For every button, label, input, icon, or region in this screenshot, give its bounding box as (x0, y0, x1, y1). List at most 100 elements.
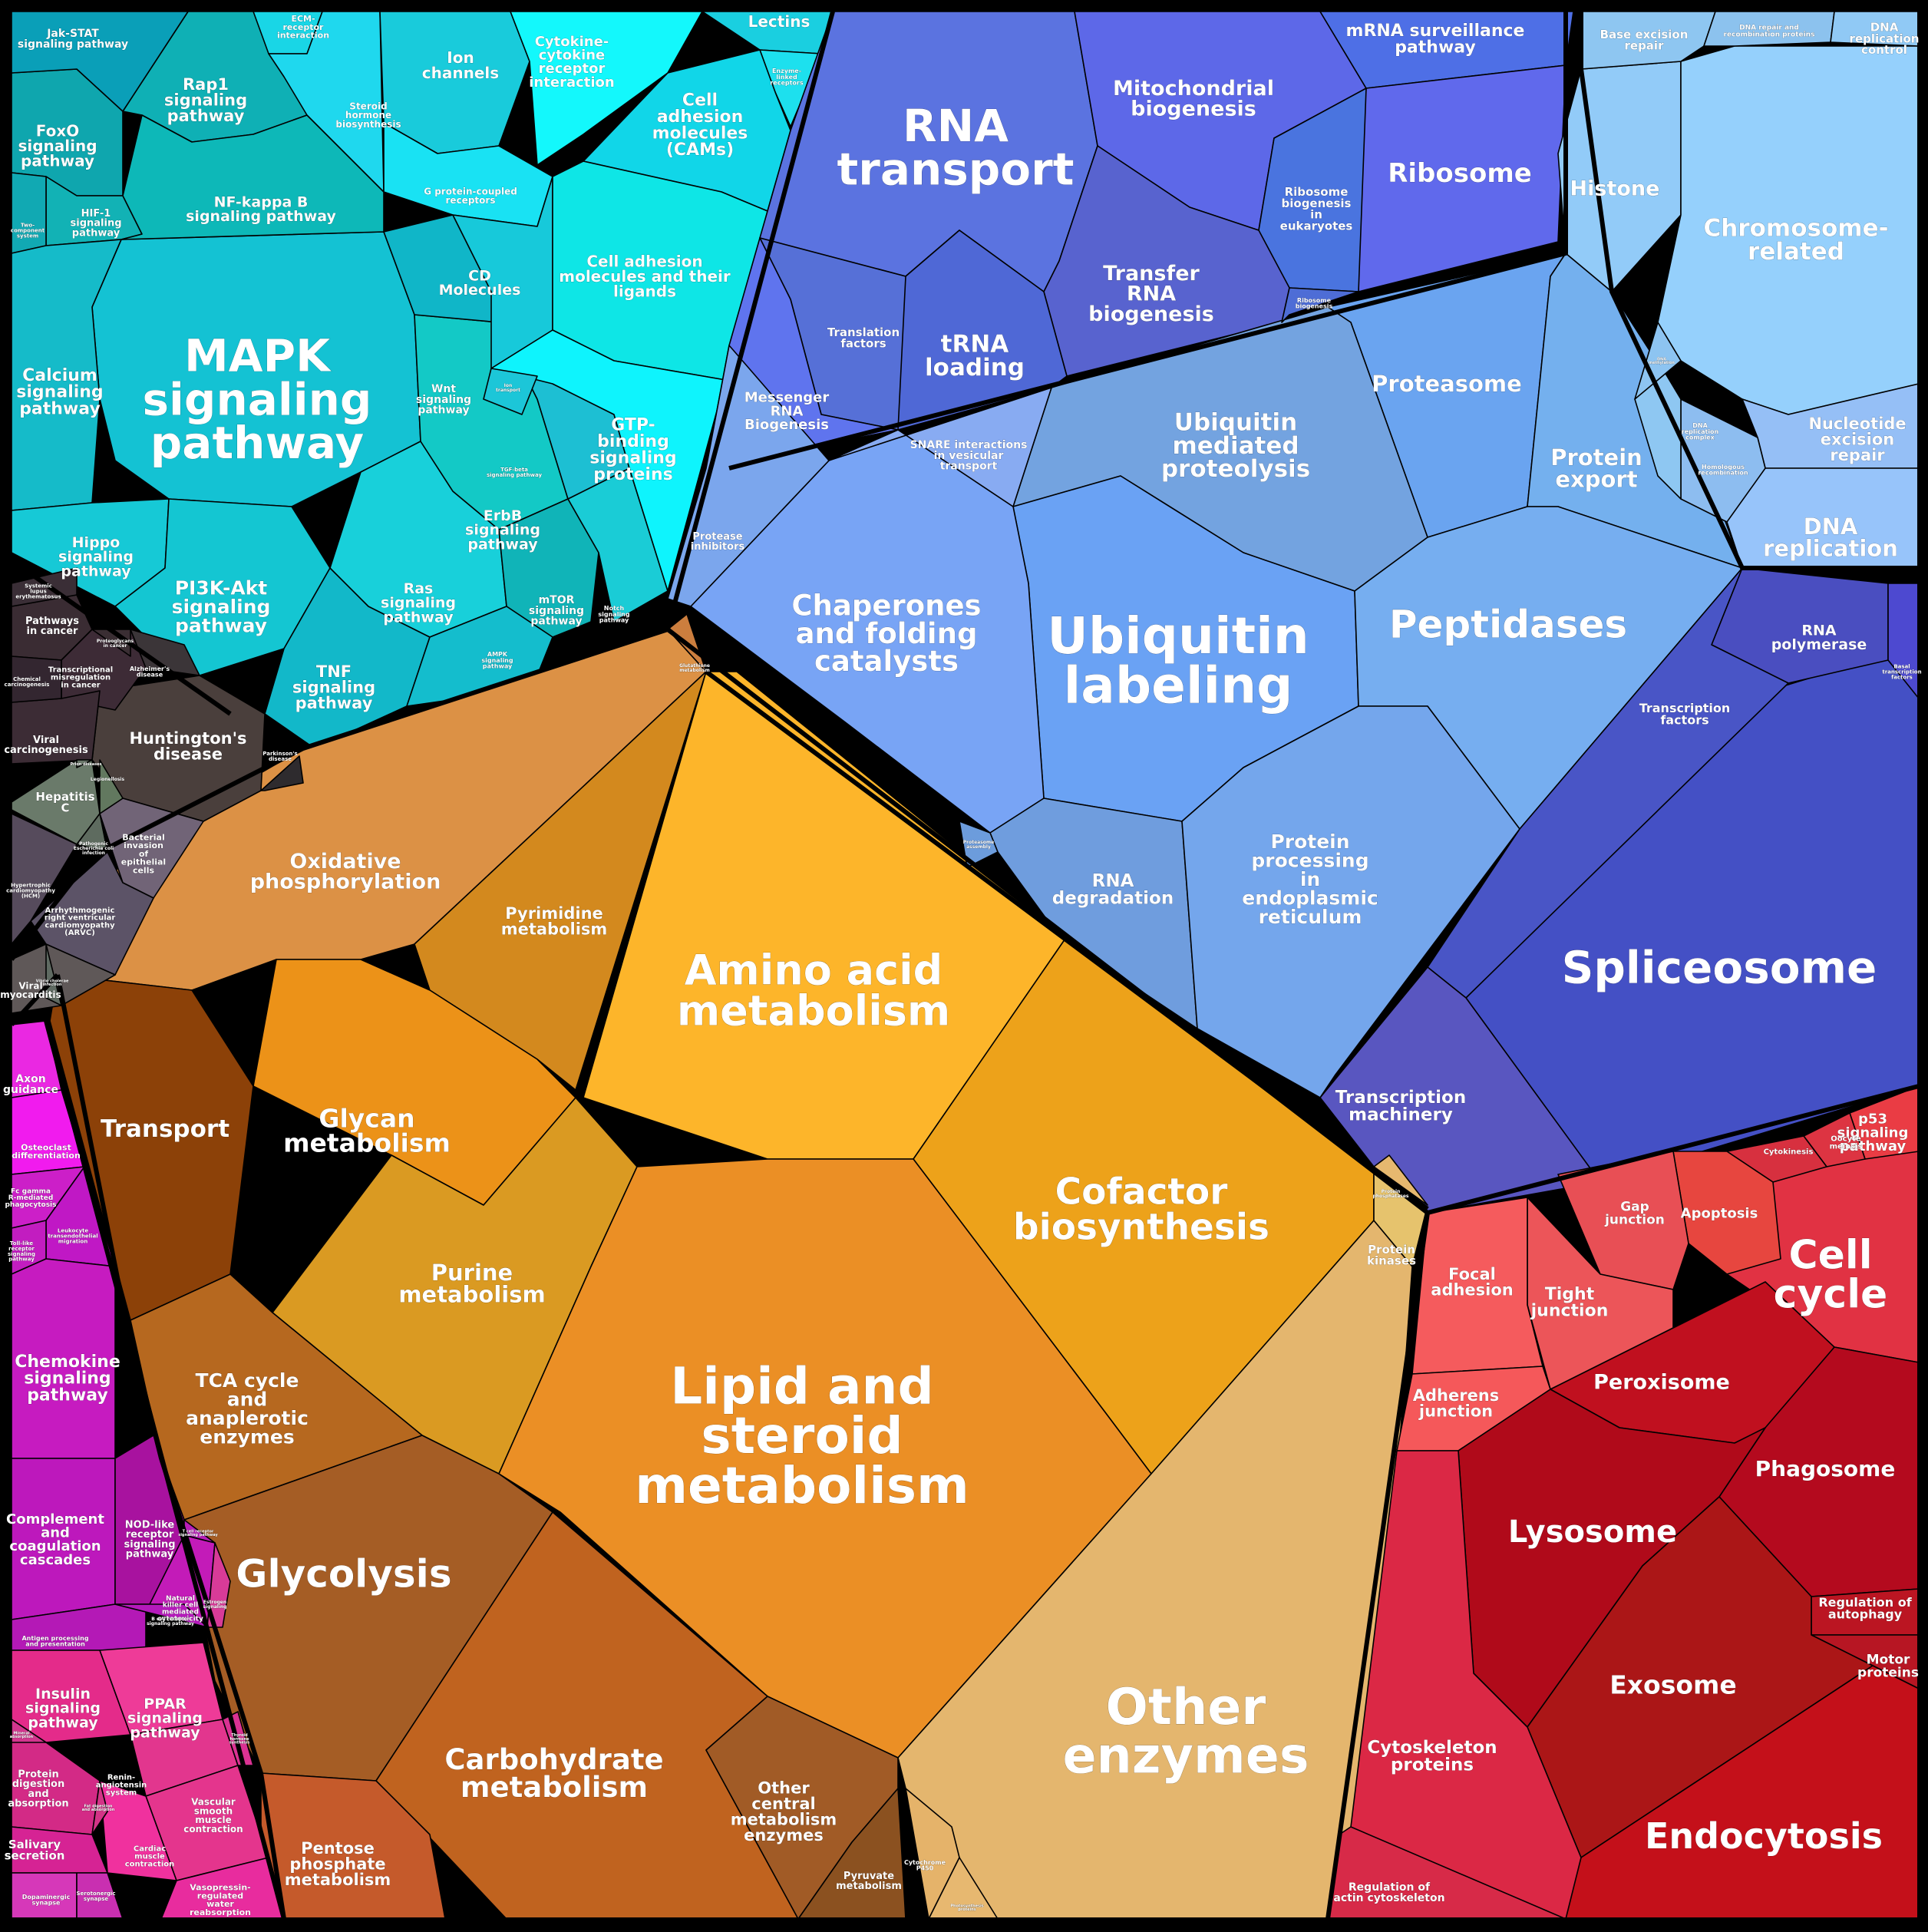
label-pentose-phosphate-metabolism: Pentose phosphate metabolism (285, 1839, 391, 1889)
label-proteasome: Proteasome (1372, 371, 1522, 397)
label-dna-replication-complex: DNA replication complex (1682, 422, 1719, 441)
label-complement-and-coagulation-cascades: Complement and coagulation cascades (6, 1511, 104, 1568)
cell-ion-transport (483, 368, 538, 415)
cell-jak-stat-signaling-pathway (11, 11, 189, 112)
label-spliceosome: Spliceosome (1562, 941, 1877, 993)
label-p53-signaling-pathway: p53 signaling pathway (1837, 1111, 1909, 1154)
cell-pyrimidine-metabolism (414, 671, 707, 1091)
label-tgf-beta-signaling-pathway: TGF-beta signaling pathway (487, 467, 543, 478)
label-vasopressin-regulated-water-reabsorption: Vasopressin-regulated water reabsorption (190, 1883, 251, 1917)
cell-alzheimer-s-disease (130, 629, 200, 676)
label-ecm-receptor-interaction: ECM-receptor interaction (277, 14, 329, 41)
label-tca-cycle-and-anaplerotic-enzymes: TCA cycle and anaplerotic enzymes (186, 1369, 309, 1448)
label-chaperones-and-folding-catalysts: Chaperones and folding catalysts (791, 590, 981, 679)
label-cofactor-biosynthesis: Cofactor biosynthesis (1013, 1171, 1269, 1248)
label-pathways-in-cancer: Pathways in cancer (25, 616, 79, 637)
label-mrna-surveillance-pathway: mRNA surveillance pathway (1346, 21, 1525, 58)
label-apoptosis: Apoptosis (1681, 1205, 1758, 1221)
group-border (1579, 12, 1919, 570)
label-hypertrophic-cardiomyopathy-hcm: Hypertrophic cardiomyopathy (HCM) (6, 883, 55, 900)
label-trna-loading: tRNA loading (925, 331, 1025, 381)
label-mapk-signaling-pathway: MAPK signaling pathway (143, 330, 372, 470)
label-lipid-and-steroid-metabolism: Lipid and steroid metabolism (635, 1356, 969, 1514)
cell-pathogenic-escherichia-coli-infection (76, 813, 108, 853)
label-peroxisome: Peroxisome (1593, 1371, 1730, 1395)
label-chromosome-related: Chromosome-related (1704, 215, 1889, 266)
label-focal-adhesion: Focal adhesion (1431, 1265, 1513, 1300)
label-glycan-metabolism: Glycan metabolism (283, 1103, 451, 1158)
group-border (10, 558, 232, 716)
label-tight-junction: Tight junction (1530, 1285, 1609, 1321)
label-calcium-signaling-pathway: Calcium signaling pathway (16, 366, 103, 418)
label-dna-methylation: DNA methylation (1649, 357, 1675, 365)
label-phagosome: Phagosome (1755, 1456, 1896, 1481)
cell-hypertrophic-cardiomyopathy-hcm (11, 813, 78, 945)
label-protein-export: Protein export (1550, 444, 1642, 493)
label-nod-like-receptor-signaling-pathway: NOD-like receptor signaling pathway (124, 1519, 176, 1560)
group-border (1326, 1212, 1430, 1920)
label-enzyme-linked-receptors: Enzyme-linked receptors (770, 68, 804, 87)
label-dopaminergic-synapse: Dopaminergic synapse (22, 1894, 71, 1907)
label-peptidases: Peptidases (1389, 603, 1627, 647)
cell-proteasome-assembly (959, 821, 999, 868)
label-dna-repair-and-recombination-proteins: DNA repair and recombination proteins (1724, 25, 1815, 39)
label-cardiac-muscle-contraction: Cardiac muscle contraction (125, 1845, 175, 1869)
label-renin-angiotensin-system: Renin-angiotensin system (96, 1774, 147, 1798)
label-pathogenic-escherichia-coli-infection: Pathogenic Escherichia coli infection (74, 841, 114, 856)
label-histone: Histone (1570, 177, 1660, 200)
label-foxo-signaling-pathway: FoxO signaling pathway (18, 121, 97, 170)
label-arrhythmogenic-right-ventricular-cardiomyopathy-arvc: Arrhythmogenic right ventricular cardiomyo… (45, 907, 116, 937)
label-rna-degradation: RNA degradation (1052, 871, 1174, 909)
cell-protease-inhibitors (667, 345, 830, 607)
label-fat-digestion-and-absorption: Fat digestion and absorption (82, 1804, 115, 1812)
label-huntington-s-disease: Huntington's disease (129, 729, 246, 764)
label-oocyte-meiosis: Oocyte meiosis (1830, 1135, 1863, 1151)
label-hif-1-signaling-pathway: HIF-1 signaling pathway (71, 208, 122, 239)
label-vibrio-cholerae-infection: Vibrio cholerae infection (36, 979, 69, 987)
group-border (9, 973, 60, 1027)
label-antigen-processing-and-presentation: Antigen processing and presentation (21, 1635, 88, 1648)
label-exosome: Exosome (1609, 1670, 1737, 1700)
cell-fat-digestion-and-absorption (91, 1780, 108, 1835)
label-vascular-smooth-muscle-contraction: Vascular smooth muscle contraction (183, 1797, 243, 1835)
label-cell-adhesion-molecules-cams: Cell adhesion molecules (CAMs) (652, 91, 748, 160)
label-adherens-junction: Adherens junction (1413, 1386, 1500, 1421)
label-protein-kinases: Protein kinases (1367, 1243, 1416, 1268)
group-border (728, 12, 1568, 471)
label-ribosome-biogenesis-in-eukaryotes: Ribosome biogenesis in eukaryotes (1280, 185, 1353, 233)
cell-focal-adhesion (1411, 1197, 1543, 1375)
label-rap1-signaling-pathway: Rap1 signaling pathway (164, 75, 247, 125)
cell-nf-kappa-b-signaling-pathway (121, 114, 385, 240)
label-cytochrome-p450: Cytochrome P450 (904, 1859, 946, 1872)
label-protein-phosphatases: Protein phosphatases (1372, 1189, 1408, 1199)
label-endocytosis: Endocytosis (1645, 1815, 1883, 1857)
cell-ribosome-biogenesis (1281, 287, 1359, 323)
label-amino-acid-metabolism: Amino acid metabolism (677, 946, 950, 1035)
label-ampk-signaling-pathway: AMPK signaling pathway (481, 651, 513, 670)
label-gap-junction: Gap junction (1604, 1200, 1665, 1228)
cell-two-component-system (11, 172, 47, 254)
group-border (9, 627, 669, 961)
label-alzheimer-s-disease: Alzheimer's disease (130, 665, 170, 679)
label-hepatitis-c: Hepatitis C (35, 790, 94, 815)
label-transport: Transport (101, 1115, 229, 1143)
label-chemical-carcinogenesis: Chemical carcinogenesis (5, 676, 50, 688)
label-bacterial-invasion-of-epithelial-cells: Bacterial invasion of epithelial cells (121, 832, 166, 875)
label-regulation-of-autophagy: Regulation of autophagy (1818, 1595, 1912, 1622)
label-cell-cycle: Cell cycle (1774, 1233, 1888, 1318)
label-rna-polymerase: RNA polymerase (1771, 622, 1867, 653)
label-natural-killer-cell-mediated-cytotoxicity: Natural killer cell mediated cytotoxicity (157, 1595, 203, 1623)
label-g-protein-coupled-receptors: G protein-coupled receptors (424, 186, 517, 206)
label-viral-carcinogenesis: Viral carcinogenesis (4, 735, 88, 756)
cell-parkinson-s-disease (260, 755, 304, 791)
label-cytokine-cytokine-receptor-interaction: Cytokine-cytokine receptor interaction (529, 34, 614, 91)
label-photosynthesis-proteins: Photosynthesis proteins (950, 1904, 983, 1912)
label-translation-factors: Translation factors (827, 325, 900, 351)
label-base-excision-repair: Base excision repair (1600, 28, 1689, 53)
label-ubiquitin-labeling: Ubiquitin labeling (1047, 606, 1309, 715)
label-pyruvate-metabolism: Pyruvate metabolism (836, 1871, 902, 1892)
cell-snare-interactions-in-vesicular-transport (828, 387, 1052, 507)
group-border (705, 669, 1429, 1211)
label-cell-adhesion-molecules-and-their-ligands: Cell adhesion molecules and their ligands (559, 252, 731, 300)
